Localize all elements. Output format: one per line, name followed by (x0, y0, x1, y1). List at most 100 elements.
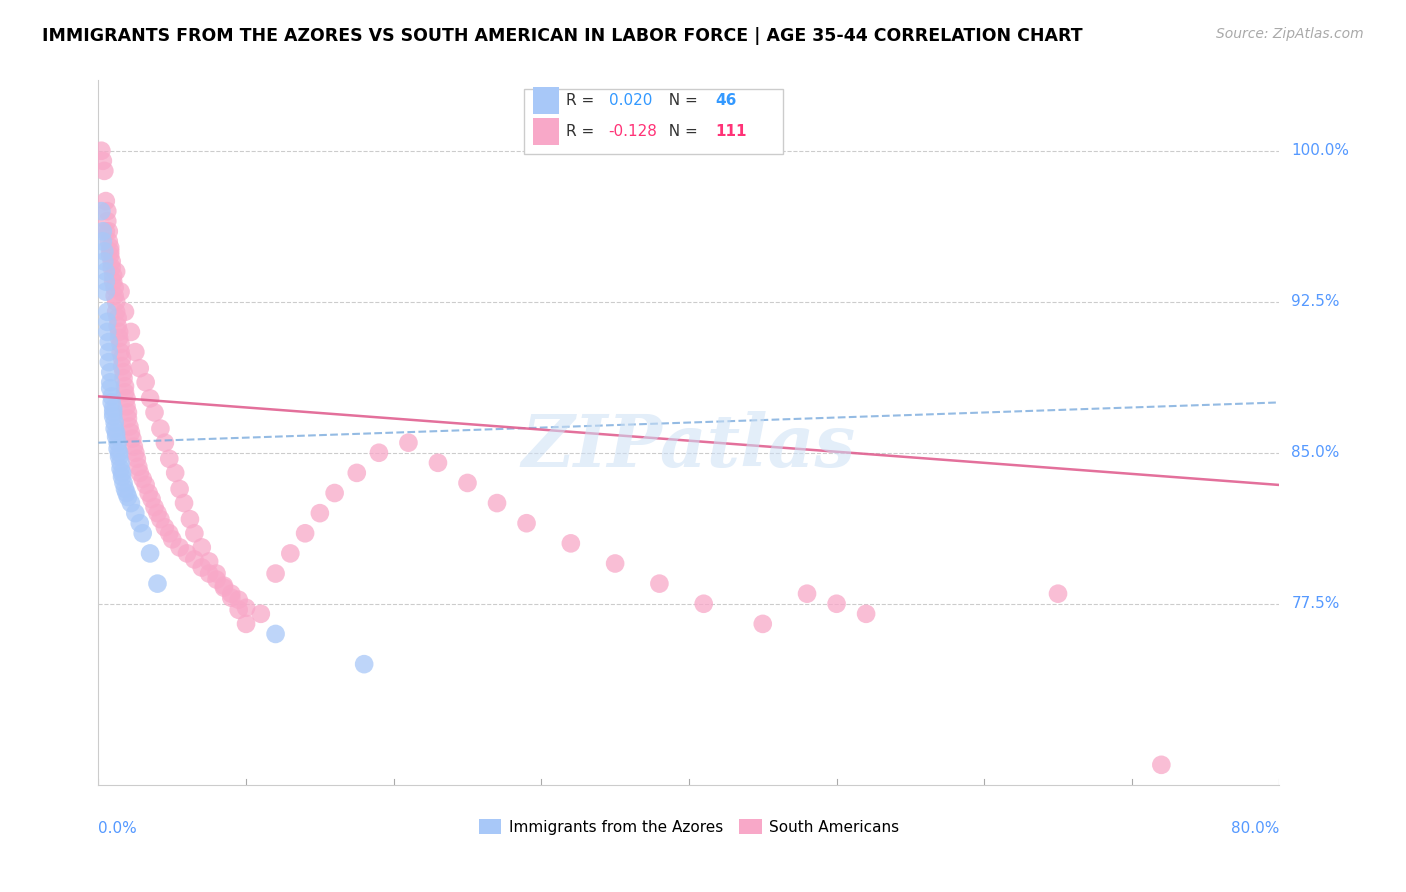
Point (176, 546, 198, 560)
Point (149, 512, 172, 526)
FancyBboxPatch shape (533, 87, 560, 114)
Point (132, 472, 155, 486)
Point (264, 627, 287, 641)
Point (114, 482, 136, 496)
Text: 111: 111 (714, 124, 747, 138)
Point (560, 536, 582, 550)
Point (235, 616, 257, 631)
Point (91, 224, 114, 238)
Point (93, 254, 115, 268)
Text: 100.0%: 100.0% (1291, 144, 1350, 158)
Point (97, 355, 120, 369)
Point (103, 268, 125, 283)
Point (228, 603, 250, 617)
Point (128, 466, 150, 480)
Point (149, 421, 172, 435)
Text: 80.0%: 80.0% (1232, 822, 1279, 836)
Point (111, 470, 134, 484)
Text: N =: N = (659, 93, 703, 108)
Point (91, 235, 114, 249)
Text: N =: N = (659, 124, 703, 138)
Point (125, 451, 148, 466)
Point (235, 600, 257, 615)
Point (153, 435, 176, 450)
Point (250, 607, 273, 621)
Point (122, 440, 145, 454)
Point (309, 506, 332, 520)
Point (198, 554, 221, 568)
Point (1046, 587, 1070, 601)
Point (648, 576, 671, 591)
Point (111, 351, 134, 365)
Point (103, 405, 125, 419)
Point (110, 462, 132, 476)
Point (98, 244, 121, 259)
Point (191, 560, 214, 574)
Point (135, 478, 157, 492)
Point (98, 365, 121, 379)
Point (198, 566, 221, 581)
Point (108, 325, 131, 339)
Text: 0.0%: 0.0% (98, 822, 138, 836)
Point (94, 264, 117, 278)
Point (120, 496, 142, 510)
Point (94, 224, 117, 238)
Point (90, 144, 112, 158)
Point (120, 425, 142, 440)
FancyBboxPatch shape (523, 89, 783, 154)
Point (98, 248, 121, 262)
Point (105, 425, 128, 440)
Point (486, 496, 509, 510)
Point (108, 450, 131, 464)
Point (752, 616, 775, 631)
Point (104, 416, 127, 430)
Point (91, 153, 114, 168)
Point (98, 381, 121, 395)
Point (100, 395, 122, 409)
Point (124, 345, 146, 359)
Point (94, 194, 117, 208)
Point (104, 421, 127, 435)
Point (97, 224, 120, 238)
Text: 46: 46 (714, 93, 737, 108)
Point (105, 264, 128, 278)
Point (294, 526, 316, 541)
Point (93, 164, 115, 178)
FancyBboxPatch shape (533, 118, 560, 145)
Point (118, 419, 141, 434)
Point (111, 359, 134, 374)
Point (112, 475, 135, 490)
Point (143, 405, 166, 419)
Text: R =: R = (567, 124, 599, 138)
Point (605, 557, 627, 571)
Point (105, 305, 128, 319)
Point (114, 379, 136, 393)
Point (1150, 757, 1173, 772)
Point (169, 541, 191, 555)
Point (90, 204, 112, 219)
Point (103, 401, 125, 416)
Point (135, 376, 157, 390)
Point (183, 526, 205, 541)
Point (128, 516, 150, 531)
Point (825, 597, 848, 611)
Point (368, 446, 391, 460)
Point (107, 318, 129, 333)
Legend: Immigrants from the Azores, South Americans: Immigrants from the Azores, South Americ… (472, 813, 905, 841)
Text: 85.0%: 85.0% (1291, 445, 1340, 460)
Point (427, 456, 450, 470)
Text: Source: ZipAtlas.com: Source: ZipAtlas.com (1216, 27, 1364, 41)
Point (153, 520, 176, 534)
Point (221, 591, 243, 605)
Point (110, 337, 132, 351)
Point (96, 204, 118, 219)
Point (124, 506, 146, 520)
Point (516, 516, 538, 531)
Point (205, 566, 228, 581)
Point (280, 546, 302, 560)
Point (110, 345, 132, 359)
Point (97, 235, 120, 249)
Point (212, 581, 235, 595)
Point (115, 392, 138, 406)
Point (323, 486, 346, 500)
